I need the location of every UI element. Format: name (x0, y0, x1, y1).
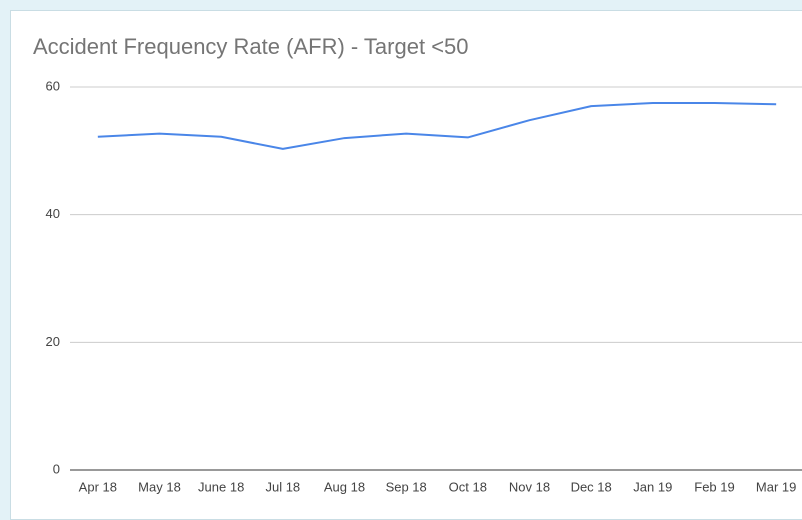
y-tick-label: 60 (46, 78, 60, 93)
x-tick-label: Jan 19 (633, 479, 672, 494)
x-tick-label: Mar 19 (756, 479, 796, 494)
y-tick-label: 0 (53, 461, 60, 476)
y-tick-label: 20 (46, 334, 60, 349)
line-series (97, 101, 777, 150)
chart-card (10, 10, 802, 520)
x-tick-label: June 18 (198, 479, 244, 494)
x-tick-label: Oct 18 (449, 479, 487, 494)
x-tick-label: Nov 18 (509, 479, 550, 494)
x-tick-label: Aug 18 (324, 479, 365, 494)
x-tick-label: Feb 19 (694, 479, 734, 494)
x-tick-label: May 18 (138, 479, 181, 494)
x-tick-label: Sep 18 (386, 479, 427, 494)
chart-title: Accident Frequency Rate (AFR) - Target <… (33, 34, 469, 59)
y-tick-label: 40 (46, 206, 60, 221)
x-tick-label: Apr 18 (79, 479, 117, 494)
x-tick-label: Jul 18 (265, 479, 300, 494)
x-tick-label: Dec 18 (571, 479, 612, 494)
